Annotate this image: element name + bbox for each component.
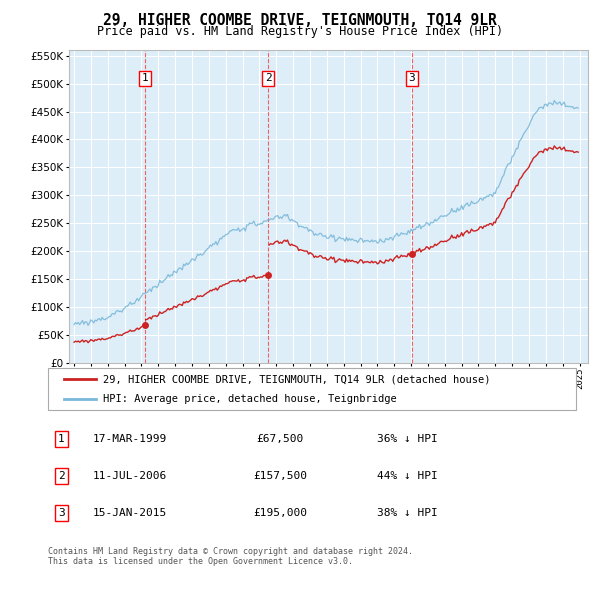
Text: 3: 3 xyxy=(58,509,65,518)
Text: £195,000: £195,000 xyxy=(253,509,307,518)
Text: 17-MAR-1999: 17-MAR-1999 xyxy=(93,434,167,444)
Text: 36% ↓ HPI: 36% ↓ HPI xyxy=(377,434,437,444)
Text: Contains HM Land Registry data © Crown copyright and database right 2024.: Contains HM Land Registry data © Crown c… xyxy=(48,547,413,556)
Text: 1: 1 xyxy=(142,73,148,83)
Text: This data is licensed under the Open Government Licence v3.0.: This data is licensed under the Open Gov… xyxy=(48,558,353,566)
Text: £157,500: £157,500 xyxy=(253,471,307,481)
Text: 38% ↓ HPI: 38% ↓ HPI xyxy=(377,509,437,518)
Text: £67,500: £67,500 xyxy=(257,434,304,444)
Text: Price paid vs. HM Land Registry's House Price Index (HPI): Price paid vs. HM Land Registry's House … xyxy=(97,25,503,38)
Text: 29, HIGHER COOMBE DRIVE, TEIGNMOUTH, TQ14 9LR (detached house): 29, HIGHER COOMBE DRIVE, TEIGNMOUTH, TQ1… xyxy=(103,375,491,385)
Text: 2: 2 xyxy=(265,73,272,83)
Text: 29, HIGHER COOMBE DRIVE, TEIGNMOUTH, TQ14 9LR: 29, HIGHER COOMBE DRIVE, TEIGNMOUTH, TQ1… xyxy=(103,13,497,28)
Text: 2: 2 xyxy=(58,471,65,481)
Text: 44% ↓ HPI: 44% ↓ HPI xyxy=(377,471,437,481)
Text: 11-JUL-2006: 11-JUL-2006 xyxy=(93,471,167,481)
Text: 1: 1 xyxy=(58,434,65,444)
Text: 3: 3 xyxy=(409,73,415,83)
Text: HPI: Average price, detached house, Teignbridge: HPI: Average price, detached house, Teig… xyxy=(103,395,397,404)
Text: 15-JAN-2015: 15-JAN-2015 xyxy=(93,509,167,518)
